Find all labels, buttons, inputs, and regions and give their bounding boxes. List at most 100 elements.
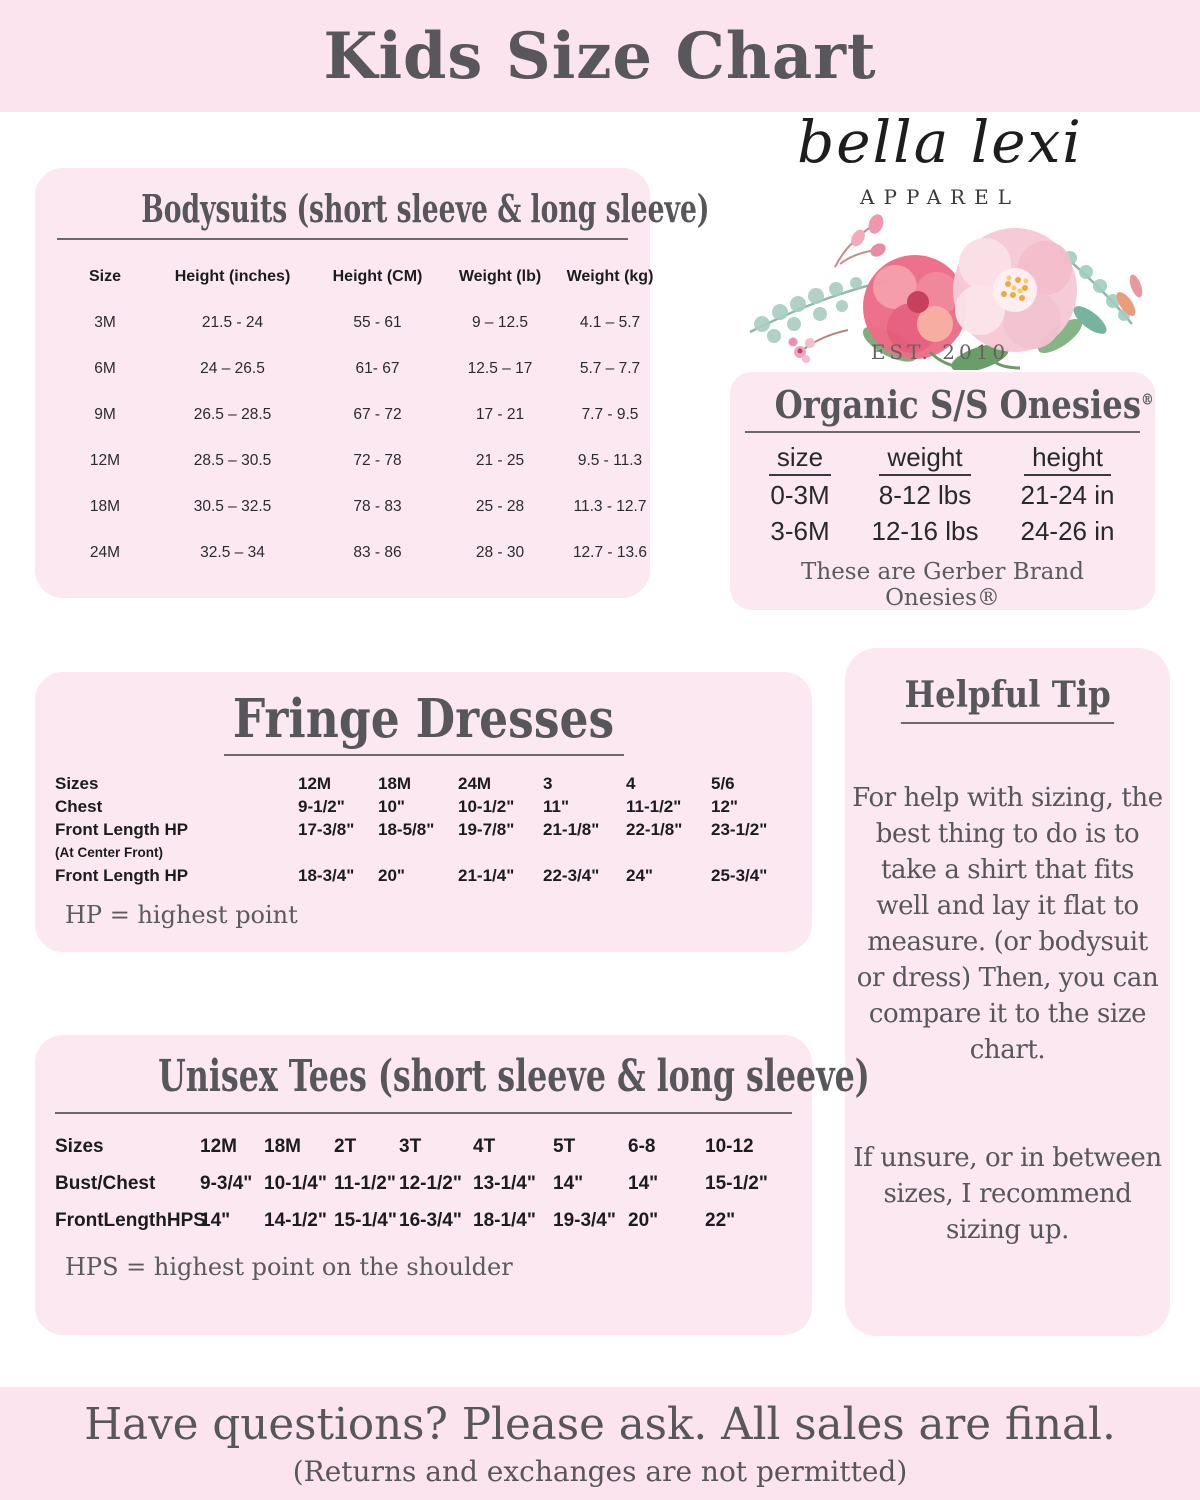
bodysuits-cell: 72 - 78 [353, 452, 402, 469]
unisex-cell: 3T [399, 1135, 422, 1157]
page-header: Kids Size Chart [0, 0, 1200, 112]
bodysuits-cell: 3M [94, 314, 116, 331]
bodysuits-column-header: Height (CM) [332, 268, 423, 285]
bodysuits-cell: 28 - 30 [475, 544, 525, 561]
bodysuits-title: Bodysuits (short sleeve & long sleeve) [141, 186, 710, 231]
onesies-column-header: height [995, 442, 1140, 476]
onesies-table: size weight height 0-3M 8-12 lbs 21-24 i… [745, 441, 1140, 549]
unisex-row-label: FrontLengthHPS [55, 1209, 206, 1231]
organic-onesies-title-text: Organic S/S Onesies [774, 382, 1142, 427]
bodysuits-cell: 25 - 28 [475, 498, 525, 515]
page-title: Kids Size Chart [323, 18, 877, 94]
brand-name-script: bella lexi [797, 108, 1083, 176]
bodysuits-cell: 4.1 – 5.7 [579, 314, 641, 331]
fringe-dresses-title: Fringe Dresses [232, 688, 615, 750]
bodysuits-column-header: Weight (lb) [458, 268, 542, 285]
bodysuits-cell: 24 – 26.5 [200, 360, 265, 377]
unisex-row-label: Bust/Chest [55, 1172, 156, 1194]
onesies-cell: 8-12 lbs [878, 479, 972, 510]
onesies-cell: 12-16 lbs [871, 515, 979, 546]
unisex-cell: 14" [628, 1172, 659, 1194]
unisex-cell: 6-8 [628, 1135, 656, 1157]
fringe-cell: 21-1/4" [458, 865, 515, 885]
fringe-cell: 12" [711, 796, 738, 816]
unisex-tees-table: Sizes 12M 18M 2T 3T 4T 5T 6-8 10-12 Bust… [55, 1128, 792, 1239]
bodysuits-cell: 12M [89, 452, 121, 469]
unisex-cell: 20" [628, 1209, 659, 1231]
bodysuits-cell: 21 - 25 [475, 452, 525, 469]
unisex-cell: 14" [553, 1172, 584, 1194]
registered-trademark-icon: ® [1141, 390, 1154, 409]
fringe-row-label: Sizes [55, 773, 99, 793]
unisex-row-label: Sizes [55, 1135, 104, 1157]
bodysuits-column-header: Weight (kg) [566, 268, 654, 285]
helpful-tip-paragraph: For help with sizing, the best thing to … [852, 783, 1163, 1065]
unisex-cell: 14" [200, 1209, 231, 1231]
unisex-title-underline [55, 1112, 792, 1114]
unisex-cell: 9-3/4" [200, 1172, 253, 1194]
unisex-cell: 18M [264, 1135, 301, 1157]
page-footer: Have questions? Please ask. All sales ar… [0, 1387, 1200, 1500]
unisex-cell: 10-12 [705, 1135, 754, 1157]
fringe-cell: 12M [298, 773, 332, 793]
bodysuits-cell: 9.5 - 11.3 [577, 452, 643, 469]
bodysuits-cell: 61- 67 [355, 360, 400, 377]
onesies-column-header: weight [855, 442, 995, 476]
unisex-cell: 13-1/4" [473, 1172, 536, 1194]
fringe-cell: 22-1/8" [626, 819, 683, 839]
unisex-cell: 2T [334, 1135, 357, 1157]
bodysuits-cell: 9 – 12.5 [471, 314, 529, 331]
unisex-cell: 14-1/2" [264, 1209, 327, 1231]
bodysuits-cell: 78 - 83 [353, 498, 402, 515]
bodysuits-cell: 9M [94, 406, 116, 423]
fringe-cell: 10" [378, 796, 405, 816]
unisex-cell: 19-3/4" [553, 1209, 616, 1231]
bodysuits-cell: 28.5 – 30.5 [193, 452, 272, 469]
bodysuits-cell: 18M [89, 498, 121, 515]
unisex-cell: 16-3/4" [399, 1209, 462, 1231]
onesies-cell: 0-3M [770, 479, 830, 510]
bodysuits-cell: 67 - 72 [353, 406, 402, 423]
organic-onesies-card: Organic S/S Onesies® size weight height … [730, 372, 1155, 611]
unisex-tees-title: Unisex Tees (short sleeve & long sleeve) [158, 1051, 870, 1102]
fringe-cell: 11-1/2" [626, 796, 682, 816]
unisex-cell: 5T [553, 1135, 576, 1157]
unisex-cell: 18-1/4" [473, 1209, 536, 1231]
bodysuits-title-underline [57, 238, 628, 240]
footer-questions-line: Have questions? Please ask. All sales ar… [84, 1399, 1116, 1450]
onesies-title-underline [745, 431, 1140, 433]
bodysuits-table: Size Height (inches) Height (CM) Weight … [55, 254, 653, 576]
bodysuits-cell: 24M [89, 544, 121, 561]
fringe-cell: 23-1/2" [711, 819, 768, 839]
fringe-cell: 17-3/8" [298, 819, 355, 839]
fringe-cell: 24" [626, 865, 653, 885]
unisex-cell: 10-1/4" [264, 1172, 327, 1194]
fringe-row-label: Front Length HP [55, 865, 189, 885]
unisex-cell: 12M [200, 1135, 237, 1157]
fringe-cell: 21-1/8" [543, 819, 600, 839]
fringe-cell: 11" [543, 796, 570, 816]
bodysuits-cell: 55 - 61 [353, 314, 402, 331]
floral-bouquet-illustration [749, 214, 1143, 370]
onesies-cell: 3-6M [770, 515, 830, 546]
fringe-row-sublabel: (At Center Front) [55, 844, 163, 860]
fringe-row-label: Chest [55, 796, 103, 816]
unisex-cell: 15-1/4" [334, 1209, 397, 1231]
unisex-cell: 15-1/2" [705, 1172, 768, 1194]
fringe-hp-note: HP = highest point [65, 901, 298, 929]
unisex-cell: 22" [705, 1209, 736, 1231]
fringe-cell: 5/6 [711, 773, 735, 793]
fringe-cell: 18-5/8" [378, 819, 435, 839]
bodysuits-cell: 6M [94, 360, 116, 377]
bodysuits-size-card: Bodysuits (short sleeve & long sleeve) S… [35, 168, 710, 598]
helpful-tip-title: Helpful Tip [900, 674, 1115, 724]
brand-established: EST. 2010 [870, 340, 1010, 364]
footer-returns-line: (Returns and exchanges are not permitted… [292, 1455, 908, 1488]
onesies-brand-note: These are Gerber Brand Onesies® [801, 559, 1084, 611]
onesies-cell: 24-26 in [1020, 515, 1115, 546]
bodysuits-cell: 12.7 - 13.6 [572, 544, 648, 561]
brand-subtitle: APPAREL [860, 185, 1020, 209]
onesies-cell: 21-24 in [1020, 479, 1115, 510]
fringe-cell: 22-3/4" [543, 865, 600, 885]
